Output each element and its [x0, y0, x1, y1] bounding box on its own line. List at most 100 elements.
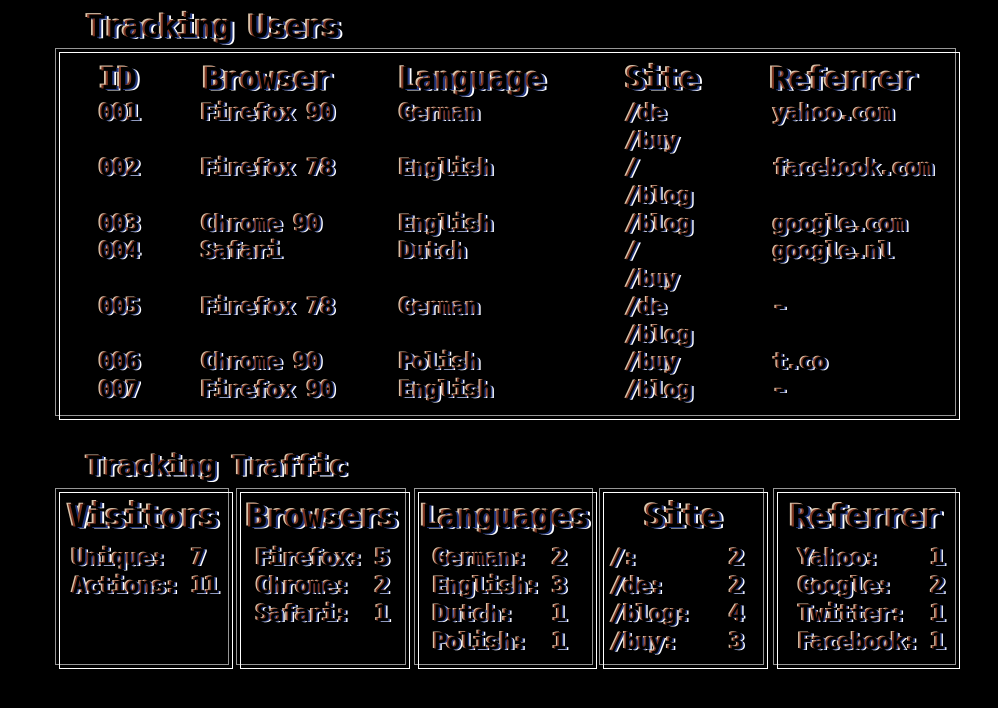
stat-value: 4 [730, 602, 744, 627]
table-row: 001 Firefox 90 German/de/buy yahoo.com [55, 100, 960, 155]
cell-id: 002 [100, 156, 140, 182]
cell-id: 005 [100, 294, 140, 320]
site-panel: Site /: 2/de: 2/blog: 4/buy: 3 [599, 488, 768, 669]
stat-row: Safari: 1 [257, 601, 389, 629]
column-header-browser: Browser [205, 62, 332, 97]
stat-row: Google: 2 [799, 573, 945, 601]
stat-value: 2 [730, 546, 744, 571]
panel-stats: /: 2/de: 2/blog: 4/buy: 3 [611, 545, 743, 657]
cell-site: /blog [626, 211, 960, 239]
stat-label: Safari: [256, 602, 350, 627]
cell-referrer: - [774, 294, 788, 320]
site-path: /blog [626, 377, 693, 403]
stat-value: 1 [375, 602, 390, 627]
cell-browser: Firefox 90 [202, 101, 335, 126]
referrer-panel: Referrer Yahoo: 1 Google: 2 Twitter: 1 Faceboo… [773, 488, 960, 669]
panel-heading: Browsers [248, 499, 398, 535]
cell-site: /blog [626, 377, 960, 405]
stat-label: /: [611, 546, 638, 571]
cell-language: German [400, 294, 480, 320]
stat-row: German: 2 [434, 545, 566, 573]
stat-value: 11 [192, 574, 219, 599]
cell-browser: Firefox 78 [202, 294, 335, 320]
cell-referrer: t.co [774, 350, 827, 376]
cell-id: 007 [100, 377, 140, 403]
stat-value: 1 [931, 630, 945, 655]
site-path: /blog [626, 211, 693, 237]
cell-site: /buy [626, 349, 960, 377]
stat-row: /: 2 [611, 545, 743, 573]
panel-stats: Yahoo: 1 Google: 2 Twitter: 1 Facebook: 1 [799, 545, 945, 657]
users-table-body: 001 Firefox 90 German/de/buy yahoo.com 002 Fi… [55, 100, 960, 405]
stat-label: Google: [799, 574, 892, 599]
site-path: /de [626, 294, 666, 320]
cell-site: //buy [626, 238, 960, 293]
column-header-id: ID [101, 62, 138, 97]
stat-row: Chrome: 2 [257, 573, 389, 601]
table-row: 005 Firefox 78 German/de/blog - [55, 294, 960, 349]
panel-heading: Site [646, 499, 721, 535]
stat-row: Dutch: 1 [434, 601, 566, 629]
cell-site: /de/buy [626, 100, 960, 155]
visitors-panel: Visitors Unique: 7 Actions: 11 [55, 488, 233, 669]
stat-label: /buy: [611, 630, 678, 655]
stat-label: Polish: [434, 630, 527, 655]
stat-label: Yahoo: [799, 546, 879, 571]
column-header-site: Site [627, 62, 700, 97]
stat-row: Yahoo: 1 [799, 545, 945, 573]
table-row: 007 Firefox 90 English/blog - [55, 377, 960, 405]
cell-referrer: - [774, 377, 788, 403]
cell-language: Polish [400, 350, 480, 376]
stat-row: Twitter: 1 [799, 601, 945, 629]
languages-panel: Languages German: 2 English: 3 Dutch: 1 Polish… [414, 488, 597, 669]
site-path: /de [626, 101, 666, 126]
stat-value: 1 [931, 602, 945, 627]
users-section-title: Tracking Users [88, 10, 341, 45]
stat-row: Facebook: 1 [799, 629, 945, 657]
stat-label: Firefox: [256, 546, 363, 571]
cell-id: 001 [100, 101, 140, 126]
stat-value: 1 [553, 630, 567, 655]
cell-id: 004 [100, 239, 140, 265]
stat-value: 3 [553, 574, 567, 599]
site-path: / [626, 239, 640, 265]
stat-label: Chrome: [256, 574, 350, 599]
stat-label: /blog: [611, 602, 691, 627]
cell-browser: Chrome 90 [202, 350, 322, 376]
cell-language: English [400, 156, 493, 182]
browsers-panel: Browsers Firefox: 5 Chrome: 2 Safari: 1 [236, 488, 410, 669]
panel-stats: Firefox: 5 Chrome: 2 Safari: 1 [257, 545, 389, 629]
stat-value: 2 [931, 574, 945, 599]
panel-heading: Languages [421, 499, 590, 535]
cell-language: Dutch [400, 239, 467, 265]
stat-row: Polish: 1 [434, 629, 566, 657]
stat-value: 1 [931, 546, 945, 571]
cell-browser: Safari [202, 239, 282, 265]
stat-label: Dutch: [434, 602, 514, 627]
panel-stats: German: 2 English: 3 Dutch: 1 Polish: 1 [434, 545, 566, 657]
stat-row: /de: 2 [611, 573, 743, 601]
stat-label: Unique: [73, 546, 166, 571]
site-path: /buy [626, 128, 679, 154]
site-path: /buy [626, 267, 679, 293]
stat-label: German: [434, 546, 527, 571]
stat-row: Unique: 7 [73, 545, 219, 573]
traffic-section-title: Tracking Traffic [87, 451, 348, 482]
stat-label: Twitter: [799, 602, 905, 627]
table-row: 006 Chrome 90 Polish/buy t.co [55, 349, 960, 377]
cell-language: English [400, 211, 493, 237]
column-header-referrer: Referrer [772, 62, 917, 97]
cell-language: English [400, 377, 493, 403]
panel-heading: Referrer [791, 499, 942, 535]
cell-language: German [400, 101, 480, 126]
cell-site: //blog [626, 155, 960, 210]
stat-value: 5 [375, 546, 390, 571]
cell-browser: Firefox 90 [202, 377, 335, 403]
panel-stats: Unique: 7 Actions: 11 [73, 545, 219, 601]
site-path: /blog [626, 184, 693, 210]
stat-label: /de: [611, 574, 664, 599]
users-table-frame: ID Browser Language Site Referrer 001 Firefox… [55, 48, 960, 420]
column-header-language: Language [400, 62, 545, 97]
cell-referrer: facebook.com [774, 156, 933, 182]
